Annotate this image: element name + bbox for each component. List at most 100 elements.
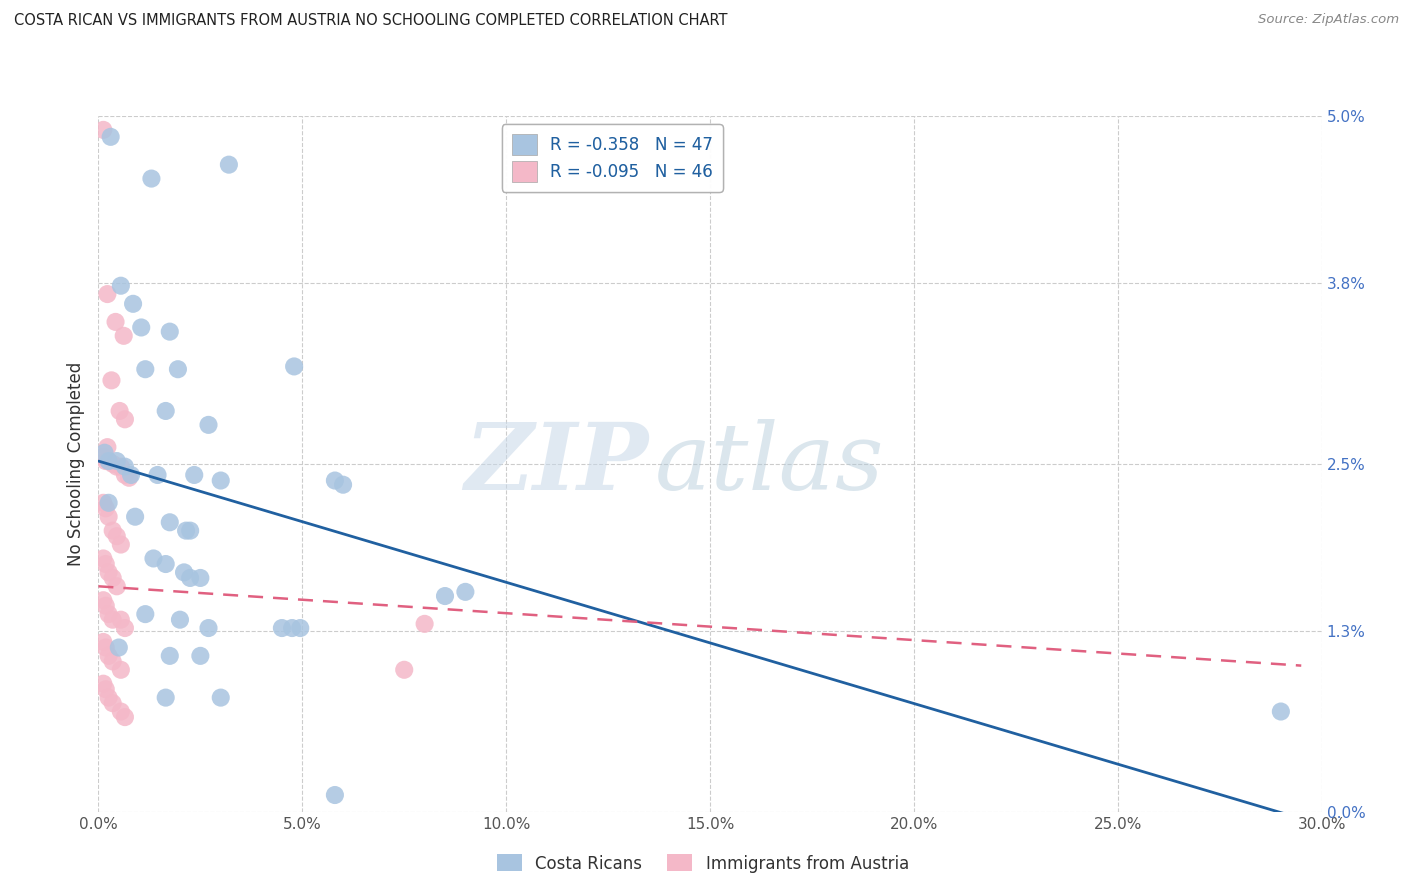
Point <box>94 454 117 468</box>
Point <box>94 501 117 516</box>
Point <box>159 325 181 339</box>
Point <box>179 571 201 585</box>
Point <box>290 621 312 635</box>
Point <box>97 690 120 705</box>
Point <box>433 589 456 603</box>
Point <box>110 663 132 677</box>
Point <box>97 509 120 524</box>
Point <box>1270 705 1292 719</box>
Point <box>134 362 156 376</box>
Point <box>167 362 190 376</box>
Point <box>100 373 122 387</box>
Point <box>155 690 177 705</box>
Point <box>110 705 132 719</box>
Point <box>91 593 114 607</box>
Point <box>454 585 477 599</box>
Point <box>91 123 114 137</box>
Point <box>110 613 132 627</box>
Point <box>120 467 142 482</box>
Point <box>159 648 181 663</box>
Point <box>97 648 120 663</box>
Point <box>270 621 294 635</box>
Legend: Costa Ricans, Immigrants from Austria: Costa Ricans, Immigrants from Austria <box>491 847 915 880</box>
Point <box>146 467 169 482</box>
Point <box>101 696 124 710</box>
Point <box>218 158 240 172</box>
Text: ZIP: ZIP <box>464 419 650 508</box>
Point <box>93 446 115 460</box>
Point <box>173 566 195 580</box>
Point <box>183 467 205 482</box>
Point <box>179 524 201 538</box>
Point <box>124 509 146 524</box>
Point <box>105 529 128 543</box>
Point <box>209 474 232 488</box>
Point <box>94 599 117 613</box>
Point <box>142 551 165 566</box>
Point <box>108 640 131 655</box>
Point <box>94 682 117 697</box>
Point <box>122 297 145 311</box>
Point <box>91 676 114 690</box>
Point <box>108 404 131 418</box>
Point <box>101 655 124 669</box>
Point <box>197 621 219 635</box>
Point <box>97 454 120 468</box>
Point <box>114 412 136 426</box>
Point <box>101 571 124 585</box>
Text: Source: ZipAtlas.com: Source: ZipAtlas.com <box>1258 13 1399 27</box>
Point <box>91 496 114 510</box>
Point <box>134 607 156 621</box>
Point <box>188 571 212 585</box>
Point <box>197 417 219 432</box>
Point <box>97 496 120 510</box>
Point <box>188 648 212 663</box>
Point <box>283 359 305 374</box>
Legend: R = -0.358   N = 47, R = -0.095   N = 46: R = -0.358 N = 47, R = -0.095 N = 46 <box>502 124 723 192</box>
Point <box>97 454 120 468</box>
Point <box>100 129 122 144</box>
Point <box>114 710 136 724</box>
Point <box>392 663 416 677</box>
Point <box>209 690 232 705</box>
Point <box>332 477 354 491</box>
Point <box>97 607 120 621</box>
Point <box>91 551 114 566</box>
Point <box>94 640 117 655</box>
Point <box>105 579 128 593</box>
Point <box>112 328 135 343</box>
Point <box>105 454 128 468</box>
Point <box>169 613 191 627</box>
Point <box>114 621 136 635</box>
Point <box>110 537 132 551</box>
Text: COSTA RICAN VS IMMIGRANTS FROM AUSTRIA NO SCHOOLING COMPLETED CORRELATION CHART: COSTA RICAN VS IMMIGRANTS FROM AUSTRIA N… <box>14 13 727 29</box>
Point <box>174 524 197 538</box>
Point <box>110 278 132 293</box>
Point <box>114 467 136 482</box>
Point <box>281 621 304 635</box>
Point <box>101 457 124 471</box>
Point <box>97 566 120 580</box>
Point <box>155 404 177 418</box>
Point <box>413 616 436 631</box>
Point <box>114 459 136 474</box>
Point <box>91 635 114 649</box>
Point <box>101 613 124 627</box>
Point <box>159 516 181 530</box>
Point <box>323 474 346 488</box>
Point <box>118 471 141 485</box>
Point <box>96 440 118 454</box>
Point <box>105 459 128 474</box>
Point <box>94 557 117 571</box>
Point <box>129 320 152 334</box>
Point <box>101 524 124 538</box>
Point <box>323 788 346 802</box>
Text: atlas: atlas <box>655 419 884 508</box>
Y-axis label: No Schooling Completed: No Schooling Completed <box>67 362 86 566</box>
Point <box>104 315 127 329</box>
Point <box>91 450 114 464</box>
Point <box>141 171 163 186</box>
Point <box>96 287 118 301</box>
Point <box>110 459 132 474</box>
Point <box>155 557 177 571</box>
